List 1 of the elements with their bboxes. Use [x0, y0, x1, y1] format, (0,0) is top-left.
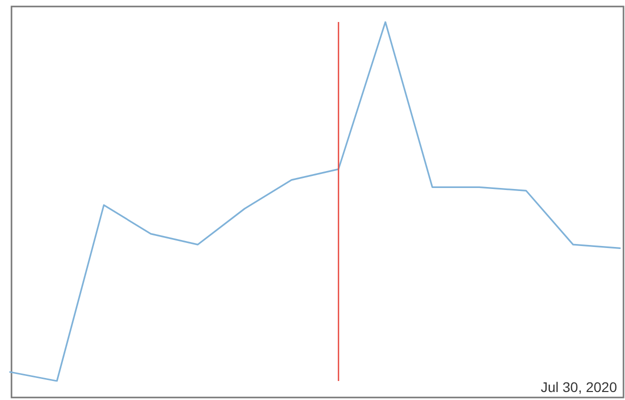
annotation: Jul 30, 2020: [540, 379, 618, 395]
